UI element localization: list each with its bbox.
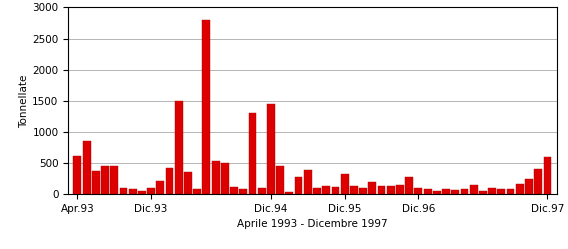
Bar: [286, 192, 293, 194]
Bar: [544, 157, 552, 194]
Y-axis label: Tonnellate: Tonnellate: [19, 74, 30, 127]
Bar: [350, 186, 358, 194]
Bar: [341, 174, 349, 194]
Bar: [129, 189, 136, 194]
Bar: [488, 188, 496, 194]
Bar: [258, 188, 266, 194]
Bar: [267, 104, 275, 194]
Bar: [313, 188, 321, 194]
Bar: [507, 189, 515, 194]
Bar: [83, 141, 90, 194]
Bar: [498, 189, 506, 194]
Bar: [304, 170, 312, 194]
Bar: [230, 187, 238, 194]
Bar: [147, 188, 155, 194]
Bar: [175, 101, 183, 194]
Bar: [322, 186, 330, 194]
Bar: [138, 191, 146, 194]
Bar: [295, 177, 303, 194]
Bar: [479, 191, 487, 194]
Bar: [166, 168, 173, 194]
Bar: [461, 189, 469, 194]
Bar: [516, 184, 524, 194]
Bar: [378, 186, 386, 194]
Bar: [359, 188, 367, 194]
Bar: [415, 188, 423, 194]
Bar: [73, 156, 81, 194]
Bar: [369, 182, 376, 194]
Bar: [470, 185, 478, 194]
Bar: [433, 191, 441, 194]
Bar: [387, 186, 395, 194]
Bar: [249, 113, 256, 194]
Bar: [525, 179, 533, 194]
Bar: [452, 190, 459, 194]
Bar: [405, 177, 413, 194]
Bar: [193, 189, 201, 194]
Bar: [442, 189, 450, 194]
Bar: [92, 171, 100, 194]
Bar: [212, 161, 220, 194]
Bar: [156, 181, 164, 194]
Bar: [184, 173, 192, 194]
Bar: [101, 166, 109, 194]
X-axis label: Aprile 1993 - Dicembre 1997: Aprile 1993 - Dicembre 1997: [237, 220, 388, 230]
Bar: [110, 166, 118, 194]
Bar: [221, 163, 229, 194]
Bar: [239, 189, 247, 194]
Bar: [396, 185, 404, 194]
Bar: [276, 166, 284, 194]
Bar: [332, 187, 339, 194]
Bar: [424, 189, 432, 194]
Bar: [202, 20, 210, 194]
Bar: [534, 169, 542, 194]
Bar: [119, 188, 127, 194]
